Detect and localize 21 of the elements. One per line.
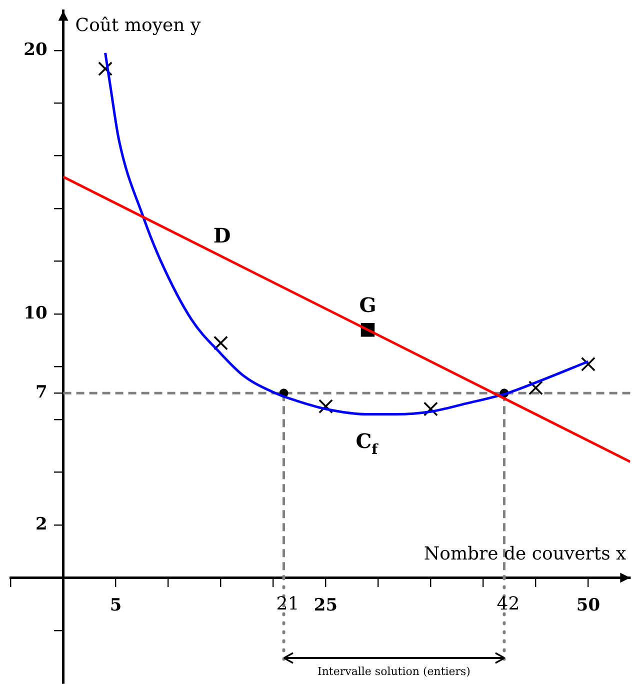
- ref-line-label: 42: [496, 593, 520, 614]
- y-tick-label: 7: [35, 382, 48, 403]
- point: [580, 356, 596, 372]
- y-tick-label: 20: [24, 40, 48, 60]
- point: [98, 62, 113, 76]
- x-tick-label: 50: [576, 595, 600, 616]
- x-tick-label: 5: [110, 595, 122, 616]
- y-tick-label: 10: [24, 303, 48, 324]
- point: [318, 399, 334, 414]
- y-tick-label: 2: [35, 514, 48, 534]
- ref-line-label: 21: [276, 593, 300, 614]
- point: [423, 402, 438, 416]
- y-axis-title: Coût moyen y: [75, 14, 202, 36]
- point: [214, 336, 228, 350]
- x-axis-title: Nombre de couverts x: [424, 544, 626, 565]
- annotation: Intervalle solution (entiers): [317, 665, 470, 678]
- x-tick-label: 25: [314, 595, 338, 616]
- line-series: [104, 52, 590, 416]
- series-label: D: [213, 224, 231, 248]
- series-label: G: [359, 292, 376, 317]
- point: [528, 380, 543, 396]
